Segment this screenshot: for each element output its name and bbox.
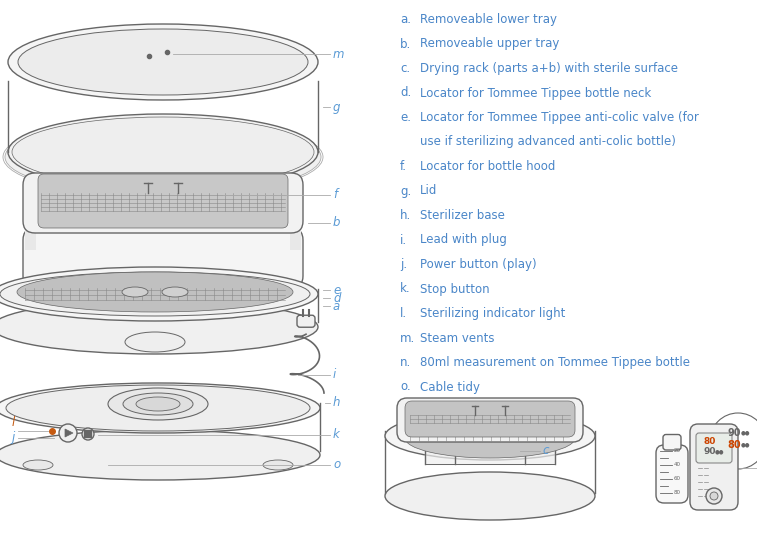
Circle shape: [710, 492, 718, 500]
Text: Stop button: Stop button: [420, 282, 490, 295]
FancyBboxPatch shape: [297, 315, 315, 327]
Text: Steam vents: Steam vents: [420, 331, 494, 345]
Ellipse shape: [136, 397, 180, 411]
Polygon shape: [65, 429, 73, 437]
Text: g: g: [333, 101, 341, 113]
FancyBboxPatch shape: [405, 401, 575, 437]
Ellipse shape: [385, 412, 595, 460]
Text: Lid: Lid: [420, 185, 438, 197]
Text: d: d: [333, 291, 341, 305]
Text: e: e: [333, 284, 340, 296]
Ellipse shape: [23, 460, 53, 470]
Text: use if sterilizing advanced anti-colic bottle): use if sterilizing advanced anti-colic b…: [420, 136, 676, 148]
Text: k.: k.: [400, 282, 410, 295]
Text: 80ml measurement on Tommee Tippee bottle: 80ml measurement on Tommee Tippee bottle: [420, 356, 690, 369]
Ellipse shape: [8, 114, 318, 190]
FancyBboxPatch shape: [23, 173, 303, 233]
FancyBboxPatch shape: [656, 445, 688, 503]
Text: l.: l.: [400, 307, 407, 320]
Circle shape: [710, 413, 757, 469]
Text: ●●: ●●: [740, 430, 749, 435]
Ellipse shape: [0, 430, 320, 480]
FancyBboxPatch shape: [397, 398, 583, 442]
Text: Removeable lower tray: Removeable lower tray: [420, 13, 557, 26]
Text: 90: 90: [727, 428, 741, 438]
Text: f: f: [333, 188, 337, 201]
Text: m.: m.: [400, 331, 416, 345]
Text: b: b: [333, 216, 341, 230]
Bar: [84, 430, 92, 438]
FancyBboxPatch shape: [38, 174, 288, 228]
Text: f.: f.: [400, 160, 407, 173]
Text: 20: 20: [674, 449, 681, 454]
FancyBboxPatch shape: [663, 434, 681, 450]
Text: 60: 60: [674, 476, 681, 481]
Ellipse shape: [108, 388, 208, 420]
Ellipse shape: [5, 119, 321, 195]
Ellipse shape: [0, 383, 320, 433]
Text: Sterilizer base: Sterilizer base: [420, 209, 505, 222]
FancyBboxPatch shape: [690, 424, 738, 510]
Text: o.: o.: [400, 380, 410, 394]
Ellipse shape: [0, 267, 318, 321]
Ellipse shape: [162, 287, 188, 297]
Text: Locator for Tommee Tippee anti-colic valve (for: Locator for Tommee Tippee anti-colic val…: [420, 111, 699, 124]
Text: Sterilizing indicator light: Sterilizing indicator light: [420, 307, 565, 320]
Text: Locator for bottle hood: Locator for bottle hood: [420, 160, 556, 173]
Ellipse shape: [12, 117, 314, 187]
Text: Drying rack (parts a+b) with sterile surface: Drying rack (parts a+b) with sterile sur…: [420, 62, 678, 75]
Text: 80: 80: [727, 440, 741, 450]
Text: g.: g.: [400, 185, 411, 197]
Ellipse shape: [385, 472, 595, 520]
Text: h: h: [333, 396, 341, 410]
Ellipse shape: [17, 272, 293, 312]
Circle shape: [706, 488, 722, 504]
Text: d.: d.: [400, 87, 411, 100]
Text: Lead with plug: Lead with plug: [420, 234, 507, 246]
Circle shape: [82, 428, 94, 440]
Ellipse shape: [123, 393, 193, 415]
FancyBboxPatch shape: [696, 433, 732, 463]
Text: n.: n.: [400, 356, 411, 369]
Text: i: i: [333, 368, 336, 381]
Text: 40: 40: [674, 463, 681, 468]
Text: j.: j.: [400, 258, 407, 271]
Text: a: a: [333, 300, 340, 312]
Ellipse shape: [6, 385, 310, 431]
Text: 80: 80: [704, 436, 716, 445]
Ellipse shape: [125, 332, 185, 352]
Text: 80: 80: [674, 490, 681, 495]
Ellipse shape: [0, 272, 310, 316]
Ellipse shape: [405, 418, 575, 458]
Text: a.: a.: [400, 13, 411, 26]
Text: c.: c.: [400, 62, 410, 75]
Text: c: c: [542, 444, 549, 458]
Text: 90: 90: [704, 448, 716, 456]
Ellipse shape: [122, 287, 148, 297]
Text: e.: e.: [400, 111, 411, 124]
Text: b.: b.: [400, 37, 411, 51]
Text: Locator for Tommee Tippee bottle neck: Locator for Tommee Tippee bottle neck: [420, 87, 651, 100]
Text: o: o: [333, 459, 340, 471]
Circle shape: [59, 424, 77, 442]
Text: k: k: [333, 429, 340, 441]
Text: i.: i.: [400, 234, 407, 246]
Ellipse shape: [0, 300, 318, 354]
Text: j: j: [12, 431, 15, 444]
Ellipse shape: [18, 29, 308, 95]
Text: ●●: ●●: [740, 443, 749, 448]
Text: Removeable upper tray: Removeable upper tray: [420, 37, 559, 51]
Text: ●●: ●●: [715, 449, 724, 454]
Text: h.: h.: [400, 209, 411, 222]
Ellipse shape: [263, 460, 293, 470]
Text: m: m: [333, 47, 344, 61]
Text: l: l: [12, 416, 15, 429]
Text: Power button (play): Power button (play): [420, 258, 537, 271]
Text: Cable tidy: Cable tidy: [420, 380, 480, 394]
FancyBboxPatch shape: [23, 228, 303, 288]
Ellipse shape: [8, 24, 318, 100]
